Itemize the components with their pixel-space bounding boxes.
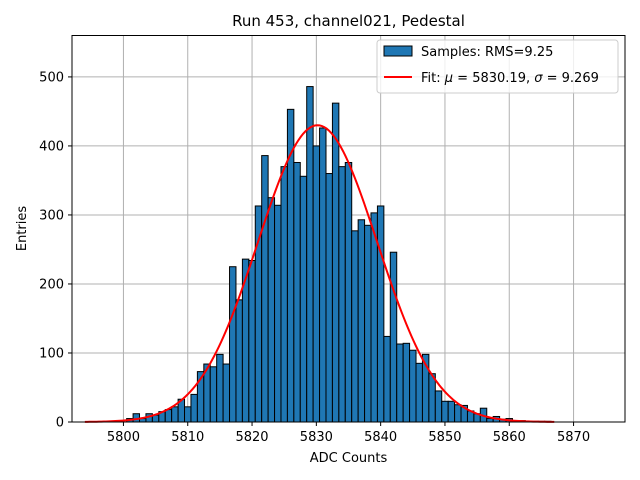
- fit-curve-group: [84, 124, 555, 423]
- histogram-bar: [409, 349, 417, 423]
- legend-fit-sigma-symbol: σ: [534, 71, 543, 86]
- histogram-bar: [376, 205, 385, 423]
- histogram-bar: [299, 175, 308, 423]
- histogram-bar: [454, 404, 462, 423]
- legend-box: [376, 39, 619, 94]
- y-axis-label: Entries: [15, 206, 30, 252]
- legend-fit-mu-symbol: μ: [444, 71, 453, 86]
- histogram-bar: [267, 197, 276, 423]
- histogram-bar: [338, 166, 346, 423]
- chart-title: Run 453, channel021, Pedestal: [232, 12, 465, 30]
- histogram-bar: [486, 418, 494, 423]
- x-axis-label: ADC Counts: [310, 451, 388, 466]
- legend-label-fit: Fit: μ = 5830.19, σ = 9.269: [421, 71, 599, 86]
- plot-frame: [71, 35, 626, 423]
- histogram-bar: [164, 409, 173, 423]
- histogram-bar: [171, 406, 179, 423]
- histogram-bar: [447, 400, 456, 423]
- histogram-bar: [319, 127, 327, 423]
- y-tick-label: 200: [39, 277, 64, 292]
- histogram-bar: [428, 373, 436, 423]
- x-tick-label: 5870: [557, 430, 590, 445]
- histogram-bar: [306, 86, 314, 423]
- histogram-bar: [229, 266, 237, 423]
- x-tick-label: 5860: [493, 430, 526, 445]
- histogram-bar: [351, 230, 359, 423]
- x-tick-label: 5830: [300, 430, 333, 445]
- histogram-bar: [184, 406, 192, 423]
- legend-fit-prefix: Fit:: [421, 71, 445, 86]
- y-tick-label: 400: [39, 139, 64, 154]
- histogram-bar: [261, 155, 269, 423]
- histogram-bar: [357, 219, 366, 423]
- x-tick-label: 5810: [171, 430, 204, 445]
- legend-patch-samples: [383, 45, 413, 57]
- x-tick-label: 5820: [235, 430, 268, 445]
- y-tick-label: 500: [39, 70, 64, 85]
- y-axis-ticks: 0 100 200 300 400 500: [39, 70, 72, 431]
- histogram-bars: [126, 86, 552, 423]
- histogram-bar: [441, 400, 449, 423]
- histogram-bar: [325, 173, 333, 423]
- histogram-bar: [222, 363, 231, 423]
- histogram-bar: [434, 390, 443, 423]
- histogram-bar: [344, 161, 353, 423]
- histogram-bar: [274, 204, 282, 423]
- histogram-bar: [415, 362, 423, 423]
- histogram-bar: [312, 145, 321, 423]
- histogram-bar: [190, 393, 198, 423]
- y-tick-label: 300: [39, 208, 64, 223]
- histogram-bar: [216, 353, 224, 423]
- fit-curve: [84, 124, 555, 423]
- legend-fit-sigma-value: = 9.269: [542, 71, 598, 86]
- histogram-bar: [248, 259, 256, 423]
- legend-label-samples: Samples: RMS=9.25: [421, 45, 553, 60]
- y-tick-label: 100: [39, 346, 64, 361]
- x-axis-ticks: 5800 5810 5820 5830 5840 5850 5860 5870: [107, 422, 590, 445]
- x-tick-label: 5800: [107, 430, 140, 445]
- histogram-bar: [402, 342, 411, 423]
- legend: Samples: RMS=9.25 Fit: μ = 5830.19, σ = …: [376, 39, 619, 94]
- histogram-bar: [280, 166, 288, 423]
- histogram-bar: [235, 299, 243, 423]
- x-tick-label: 5840: [364, 430, 397, 445]
- histogram-bar: [364, 224, 372, 423]
- histogram-bar: [370, 212, 378, 423]
- histogram-bar: [209, 366, 218, 423]
- histogram-bar: [331, 102, 340, 423]
- histogram-bar: [293, 161, 301, 423]
- y-tick-label: 0: [56, 416, 64, 431]
- x-tick-label: 5850: [428, 430, 461, 445]
- histogram-bar: [389, 251, 398, 423]
- histogram-bar: [383, 335, 391, 423]
- histogram-bar: [396, 343, 404, 423]
- legend-fit-mu-value: = 5830.19,: [453, 71, 534, 86]
